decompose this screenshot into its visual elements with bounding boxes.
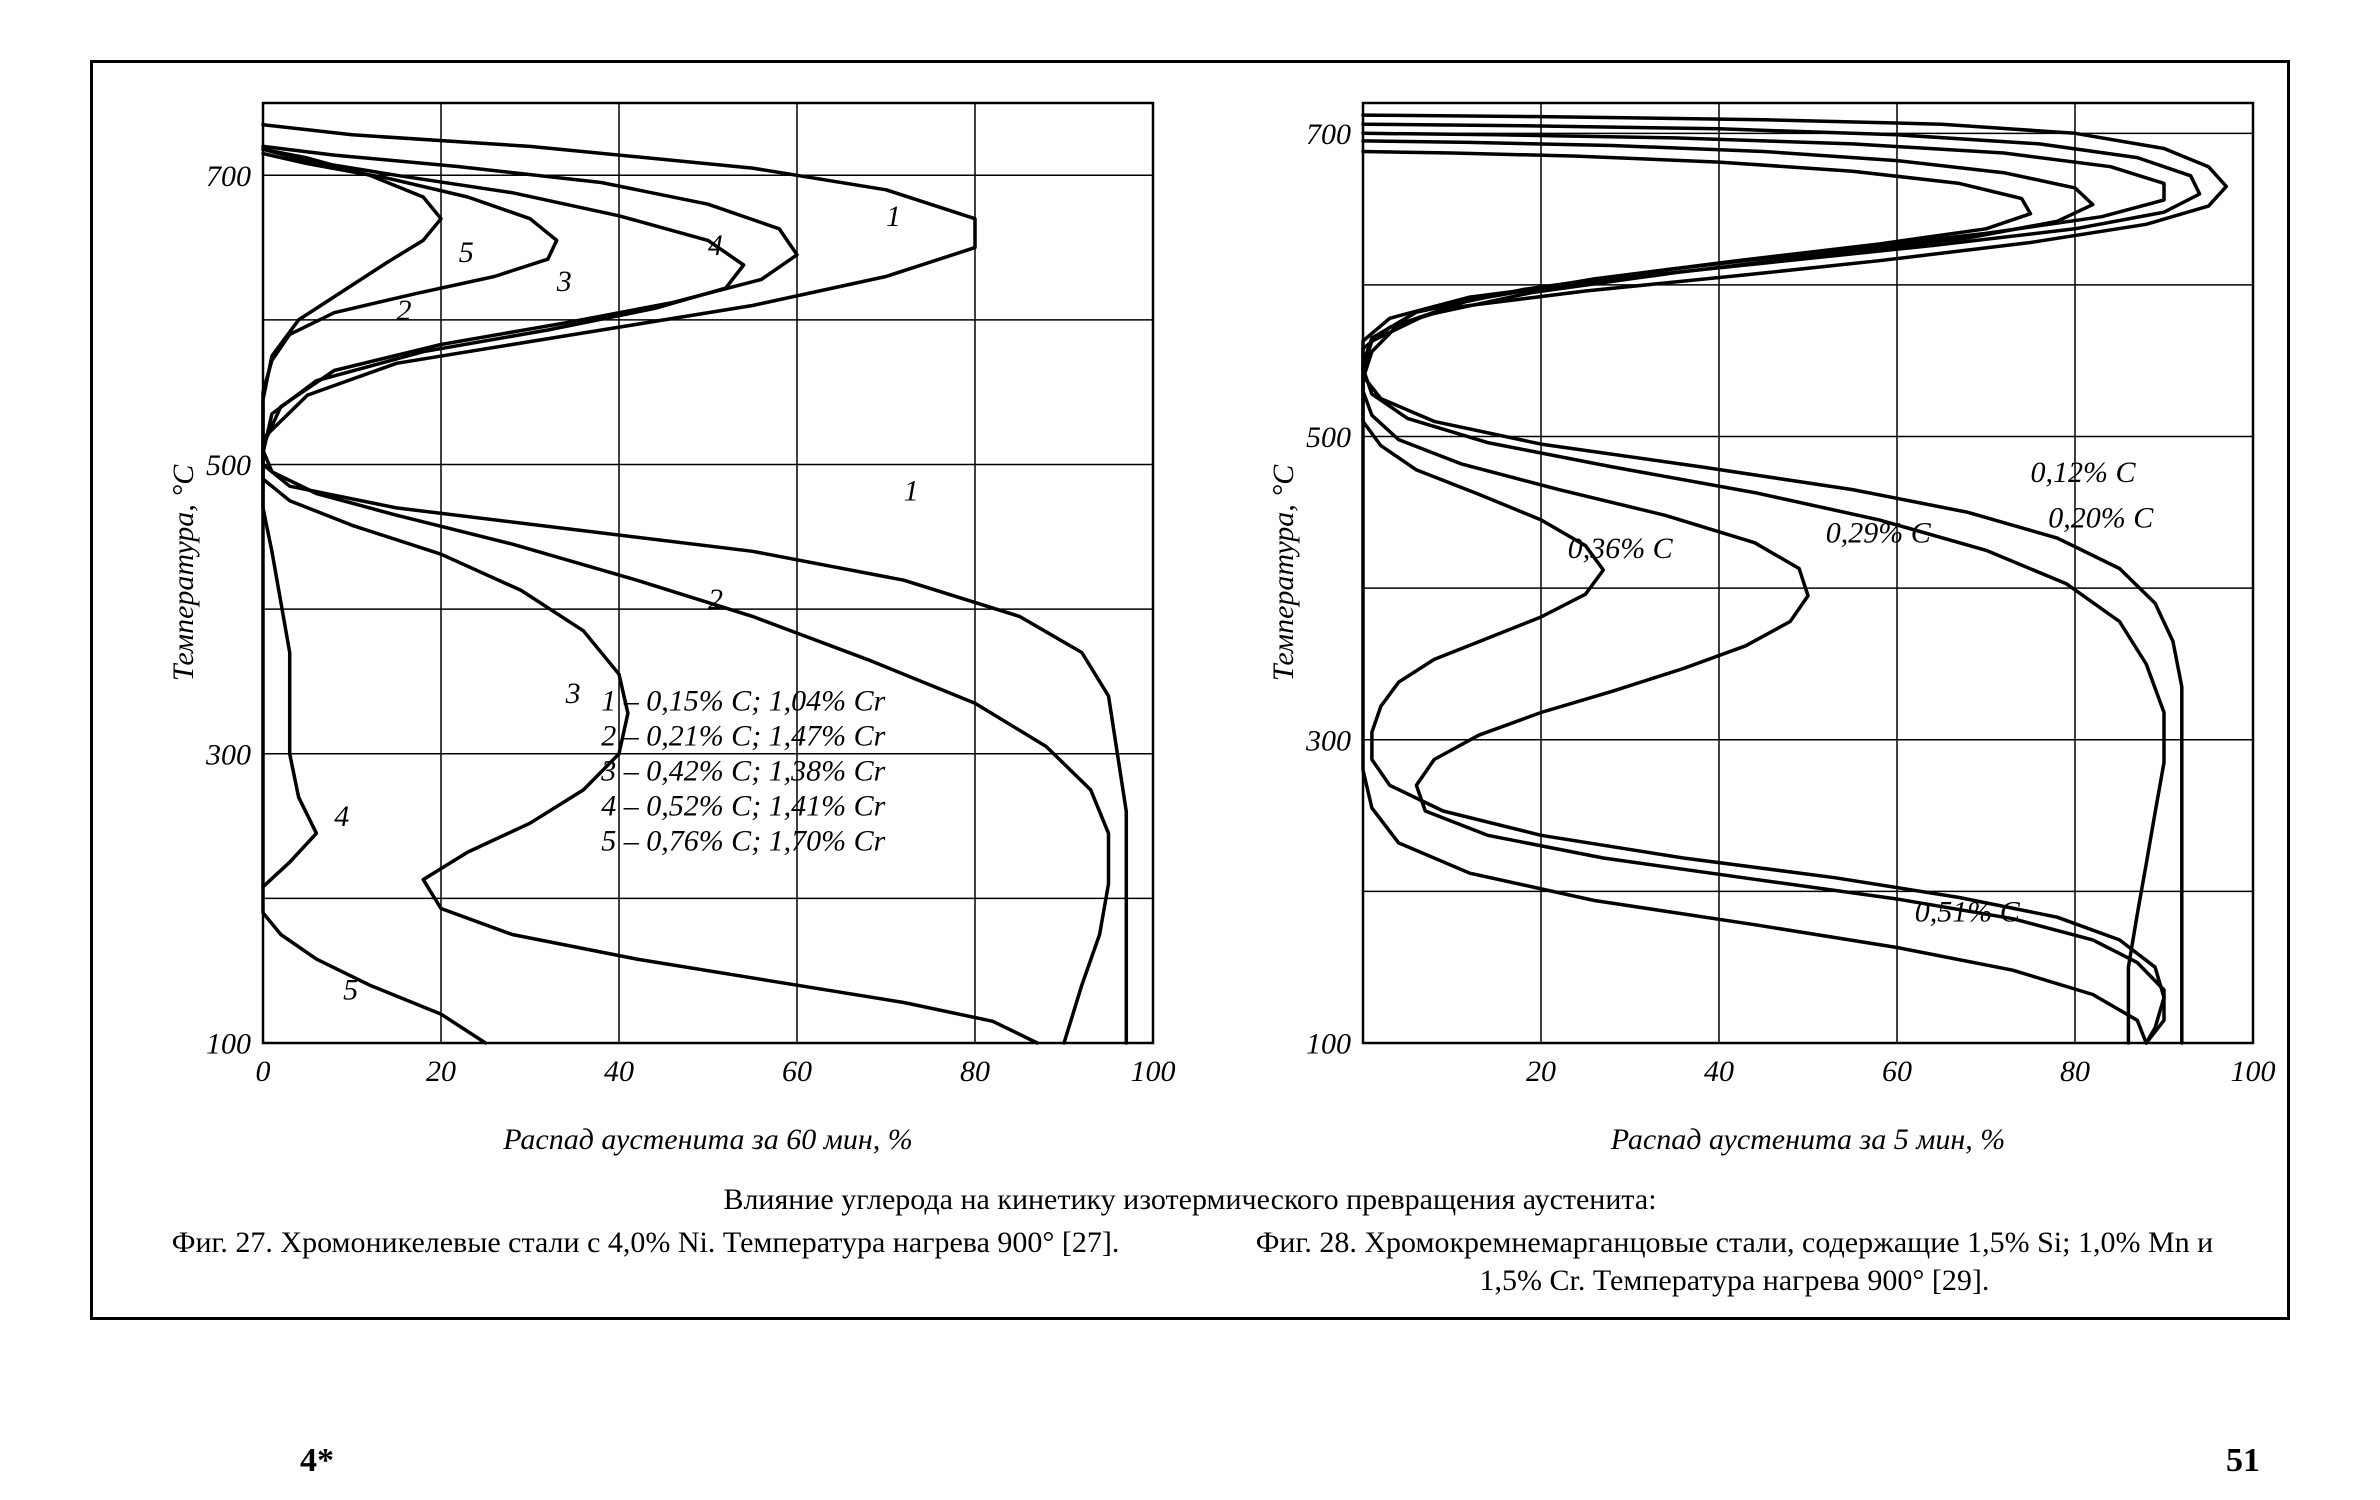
svg-text:1: 1 — [886, 200, 901, 233]
svg-text:40: 40 — [604, 1055, 634, 1088]
svg-text:500: 500 — [206, 449, 251, 482]
svg-text:40: 40 — [1704, 1055, 1734, 1088]
footer-right: 51 — [2226, 1442, 2260, 1480]
chart-fig27: 0 20 40 60 80 100 100 300 500 700 Распад аустенита… — [93, 63, 1193, 1163]
svg-text:3 – 0,42% C; 1,38% Cr: 3 – 0,42% C; 1,38% Cr — [600, 754, 885, 787]
svg-text:Температура, °С: Температура, °С — [167, 464, 200, 681]
svg-text:80: 80 — [2060, 1055, 2090, 1088]
svg-text:0: 0 — [256, 1055, 271, 1088]
caption-right: Фиг. 28. Хромокремнемарганцовые стали, с… — [1232, 1224, 2237, 1299]
footer: 4* 51 — [0, 1442, 2380, 1480]
svg-text:Распад аустенита за 60 мин, %: Распад аустенита за 60 мин, % — [502, 1123, 913, 1156]
svg-text:5 – 0,76% C; 1,70% Cr: 5 – 0,76% C; 1,70% Cr — [601, 824, 885, 857]
svg-text:100: 100 — [1306, 1028, 1351, 1061]
svg-text:3: 3 — [556, 265, 572, 298]
captions: Влияние углерода на кинетику изотермичес… — [93, 1181, 2287, 1300]
caption-left: Фиг. 27. Хромоникелевые стали с 4,0% Ni.… — [143, 1224, 1148, 1299]
chart-fig28: 20 40 60 80 100 100 300 500 700 Распад аустенита … — [1193, 63, 2293, 1163]
svg-text:2 – 0,21% C; 1,47% Cr: 2 – 0,21% C; 1,47% Cr — [601, 719, 885, 752]
svg-text:4: 4 — [334, 800, 349, 833]
svg-text:4 – 0,52% C; 1,41% Cr: 4 – 0,52% C; 1,41% Cr — [601, 789, 885, 822]
svg-text:1: 1 — [904, 475, 919, 508]
svg-text:0,51% C: 0,51% C — [1915, 896, 2021, 929]
footer-left: 4* — [300, 1442, 334, 1480]
page: 0 20 40 60 80 100 100 300 500 700 Распад аустенита… — [0, 0, 2380, 1500]
svg-text:300: 300 — [1305, 724, 1351, 757]
svg-text:Температура, °С: Температура, °С — [1267, 464, 1300, 681]
caption-title: Влияние углерода на кинетику изотермичес… — [93, 1181, 2287, 1219]
svg-text:2: 2 — [708, 583, 723, 616]
svg-text:5: 5 — [459, 236, 474, 269]
svg-text:20: 20 — [1526, 1055, 1556, 1088]
svg-text:100: 100 — [1131, 1055, 1176, 1088]
svg-text:700: 700 — [206, 160, 251, 193]
svg-text:80: 80 — [960, 1055, 990, 1088]
svg-text:0,36% C: 0,36% C — [1568, 532, 1674, 565]
svg-text:60: 60 — [1882, 1055, 1912, 1088]
panel-fig27: 0 20 40 60 80 100 100 300 500 700 Распад аустенита… — [93, 63, 1193, 1183]
svg-text:3: 3 — [565, 677, 581, 710]
svg-text:500: 500 — [1306, 421, 1351, 454]
svg-text:4: 4 — [708, 229, 723, 262]
svg-text:2: 2 — [397, 294, 412, 327]
figure-frame: 0 20 40 60 80 100 100 300 500 700 Распад аустенита… — [90, 60, 2290, 1320]
svg-text:1 – 0,15% C; 1,04% Cr: 1 – 0,15% C; 1,04% Cr — [601, 684, 885, 717]
svg-text:5: 5 — [343, 974, 358, 1007]
svg-text:0,20% C: 0,20% C — [2048, 502, 2154, 535]
svg-text:Распад аустенита за 5 мин, %: Распад аустенита за 5 мин, % — [1610, 1123, 2006, 1156]
svg-text:60: 60 — [782, 1055, 812, 1088]
svg-text:100: 100 — [206, 1028, 251, 1061]
svg-text:100: 100 — [2231, 1055, 2276, 1088]
svg-text:0,29% C: 0,29% C — [1826, 517, 1932, 550]
svg-text:20: 20 — [426, 1055, 456, 1088]
panel-row: 0 20 40 60 80 100 100 300 500 700 Распад аустенита… — [93, 63, 2287, 1183]
svg-text:700: 700 — [1306, 118, 1351, 151]
svg-text:300: 300 — [205, 738, 251, 771]
panel-fig28: 20 40 60 80 100 100 300 500 700 Распад аустенита … — [1193, 63, 2293, 1183]
svg-text:0,12% C: 0,12% C — [2031, 456, 2137, 489]
